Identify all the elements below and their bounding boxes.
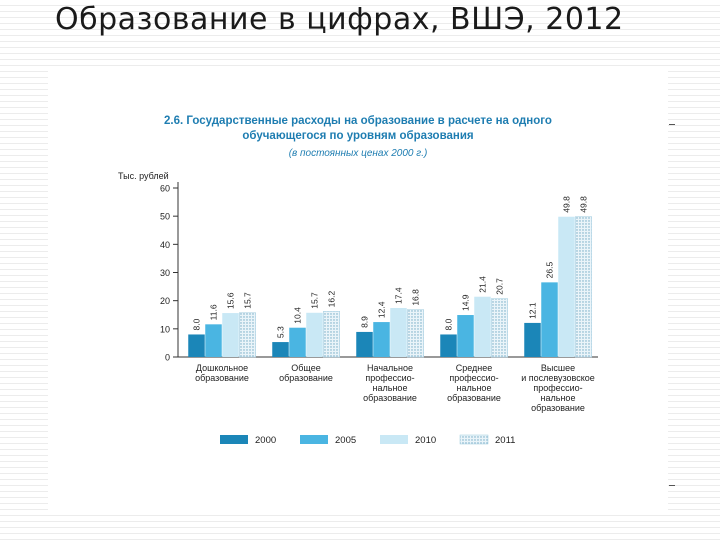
category-label: профессио- bbox=[365, 373, 414, 383]
y-axis-label: Тыс. рублей bbox=[118, 171, 169, 181]
bar bbox=[457, 315, 474, 357]
chart-title-line1: 2.6. Государственные расходы на образова… bbox=[164, 115, 552, 127]
bar-value-label: 15.7 bbox=[243, 292, 253, 309]
bar-value-label: 12.4 bbox=[377, 301, 387, 318]
bar-value-label: 12.1 bbox=[528, 302, 538, 319]
y-tick-label: 20 bbox=[160, 296, 170, 306]
bar bbox=[575, 216, 592, 358]
bar bbox=[188, 334, 205, 357]
bar bbox=[306, 312, 323, 357]
bar bbox=[373, 322, 390, 357]
legend-swatch bbox=[300, 435, 328, 444]
bar bbox=[239, 312, 256, 358]
y-tick-label: 30 bbox=[160, 268, 170, 278]
bar-value-label: 11.6 bbox=[209, 304, 219, 320]
legend-label: 2005 bbox=[335, 435, 356, 446]
legend-swatch bbox=[380, 435, 408, 444]
bar-value-label: 26.5 bbox=[545, 262, 555, 279]
slide-title: Образование в цифрах, ВШЭ, 2012 bbox=[55, 2, 624, 37]
bar-value-label: 14.9 bbox=[461, 294, 471, 311]
bar bbox=[407, 309, 424, 358]
category-label: образование bbox=[447, 393, 501, 403]
bar-value-label: 49.8 bbox=[562, 196, 572, 213]
category-label: образование bbox=[279, 373, 333, 383]
bar bbox=[356, 331, 373, 357]
bar bbox=[541, 282, 558, 357]
bar bbox=[474, 296, 491, 357]
chart: 2.6. Государственные расходы на образова… bbox=[118, 115, 598, 446]
bar-value-label: 8.9 bbox=[360, 316, 370, 328]
category-label: Начальное bbox=[367, 363, 413, 373]
category-label: нальное bbox=[541, 393, 576, 403]
bar bbox=[440, 334, 457, 357]
bar-value-label: 8.0 bbox=[444, 318, 454, 330]
bar-value-label: 17.4 bbox=[394, 287, 404, 304]
bar bbox=[205, 324, 222, 357]
bar-value-label: 10.4 bbox=[293, 307, 303, 324]
category-label: образование bbox=[195, 373, 249, 383]
category-label: нальное bbox=[373, 383, 408, 393]
bar bbox=[289, 327, 306, 357]
category-label: нальное bbox=[457, 383, 492, 393]
legend-swatch bbox=[459, 434, 489, 445]
category-label: Общее bbox=[291, 363, 320, 373]
bar-value-label: 20.7 bbox=[495, 278, 505, 295]
bar-value-label: 15.6 bbox=[226, 292, 236, 309]
bar bbox=[272, 342, 289, 357]
legend-label: 2010 bbox=[415, 435, 436, 446]
bar bbox=[524, 322, 541, 357]
legend-swatch bbox=[220, 435, 248, 444]
y-tick-label: 0 bbox=[165, 353, 170, 363]
bar-value-label: 49.8 bbox=[579, 196, 589, 213]
y-tick-label: 10 bbox=[160, 324, 170, 334]
bar bbox=[491, 298, 508, 358]
edge-mark-top bbox=[669, 124, 675, 125]
category-label: Дошкольное bbox=[196, 363, 248, 373]
category-label: Среднее bbox=[456, 363, 493, 373]
y-tick-label: 50 bbox=[160, 212, 170, 222]
bar-value-label: 16.8 bbox=[411, 289, 421, 306]
bar-value-label: 16.2 bbox=[327, 291, 337, 308]
legend-label: 2011 bbox=[495, 435, 515, 446]
chart-title-line2: обучающегося по уровням образования bbox=[242, 130, 473, 142]
bar-value-label: 15.7 bbox=[310, 292, 320, 309]
category-label: Высшее bbox=[541, 363, 575, 373]
category-label: профессио- bbox=[533, 383, 582, 393]
bar-value-label: 8.0 bbox=[192, 318, 202, 330]
bar bbox=[222, 313, 239, 357]
legend-label: 2000 bbox=[255, 435, 276, 446]
bar bbox=[390, 307, 407, 357]
edge-mark-bottom bbox=[669, 485, 675, 486]
category-label: образование bbox=[363, 393, 417, 403]
bar bbox=[558, 216, 575, 357]
bar-value-label: 21.4 bbox=[478, 276, 488, 293]
bar-value-label: 5.3 bbox=[276, 326, 286, 338]
y-tick-label: 60 bbox=[160, 184, 170, 194]
bar bbox=[323, 311, 340, 358]
category-label: образование bbox=[531, 403, 585, 413]
category-label: профессио- bbox=[449, 373, 498, 383]
category-label: и послевузовское bbox=[521, 373, 595, 383]
chart-subtitle: (в постоянных ценах 2000 г.) bbox=[289, 148, 428, 159]
y-tick-label: 40 bbox=[160, 240, 170, 250]
